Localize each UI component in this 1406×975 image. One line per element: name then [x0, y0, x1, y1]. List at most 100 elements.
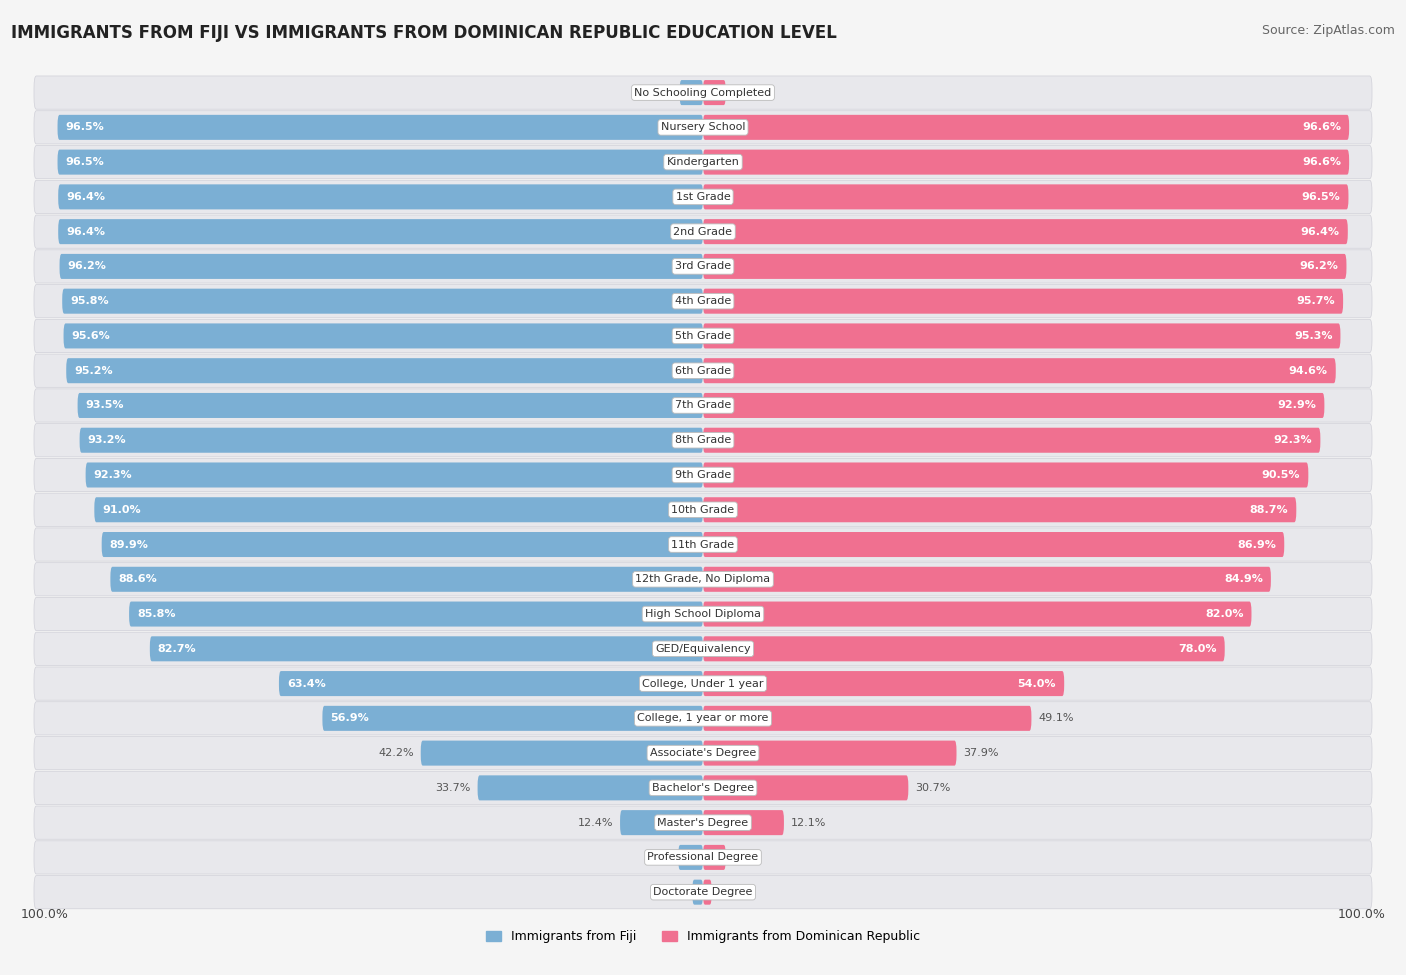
- FancyBboxPatch shape: [703, 810, 785, 836]
- FancyBboxPatch shape: [58, 149, 703, 175]
- FancyBboxPatch shape: [63, 324, 703, 348]
- FancyBboxPatch shape: [58, 115, 703, 139]
- FancyBboxPatch shape: [34, 527, 1372, 562]
- Text: 96.4%: 96.4%: [66, 226, 105, 237]
- Text: No Schooling Completed: No Schooling Completed: [634, 88, 772, 98]
- FancyBboxPatch shape: [678, 845, 703, 870]
- FancyBboxPatch shape: [34, 632, 1372, 665]
- FancyBboxPatch shape: [278, 671, 703, 696]
- Text: 2nd Grade: 2nd Grade: [673, 226, 733, 237]
- Text: 49.1%: 49.1%: [1038, 714, 1074, 723]
- Text: Master's Degree: Master's Degree: [658, 818, 748, 828]
- Text: 96.4%: 96.4%: [1301, 226, 1340, 237]
- FancyBboxPatch shape: [703, 393, 1324, 418]
- Text: 86.9%: 86.9%: [1237, 539, 1277, 550]
- Text: Nursery School: Nursery School: [661, 122, 745, 133]
- FancyBboxPatch shape: [34, 285, 1372, 318]
- FancyBboxPatch shape: [703, 80, 725, 105]
- FancyBboxPatch shape: [34, 111, 1372, 144]
- Text: 96.4%: 96.4%: [66, 192, 105, 202]
- FancyBboxPatch shape: [58, 184, 703, 210]
- Text: Kindergarten: Kindergarten: [666, 157, 740, 167]
- FancyBboxPatch shape: [34, 736, 1372, 769]
- Text: 9th Grade: 9th Grade: [675, 470, 731, 480]
- Text: 85.8%: 85.8%: [138, 609, 176, 619]
- FancyBboxPatch shape: [703, 637, 1225, 661]
- Text: Doctorate Degree: Doctorate Degree: [654, 887, 752, 897]
- Text: 96.2%: 96.2%: [1299, 261, 1339, 271]
- FancyBboxPatch shape: [322, 706, 703, 731]
- Text: College, Under 1 year: College, Under 1 year: [643, 679, 763, 688]
- Text: 3rd Grade: 3rd Grade: [675, 261, 731, 271]
- FancyBboxPatch shape: [101, 532, 703, 557]
- FancyBboxPatch shape: [34, 840, 1372, 874]
- FancyBboxPatch shape: [66, 358, 703, 383]
- Text: 12.1%: 12.1%: [790, 818, 825, 828]
- Text: 91.0%: 91.0%: [103, 505, 141, 515]
- FancyBboxPatch shape: [34, 423, 1372, 457]
- FancyBboxPatch shape: [703, 289, 1343, 314]
- FancyBboxPatch shape: [703, 358, 1336, 383]
- FancyBboxPatch shape: [34, 563, 1372, 596]
- FancyBboxPatch shape: [62, 289, 703, 314]
- Text: Associate's Degree: Associate's Degree: [650, 748, 756, 759]
- Text: 33.7%: 33.7%: [436, 783, 471, 793]
- Text: 93.2%: 93.2%: [87, 435, 127, 446]
- Text: Professional Degree: Professional Degree: [647, 852, 759, 863]
- FancyBboxPatch shape: [703, 706, 1032, 731]
- Text: 4th Grade: 4th Grade: [675, 296, 731, 306]
- Text: 88.6%: 88.6%: [118, 574, 157, 584]
- Text: 12.4%: 12.4%: [578, 818, 613, 828]
- FancyBboxPatch shape: [34, 250, 1372, 283]
- Text: 84.9%: 84.9%: [1225, 574, 1263, 584]
- FancyBboxPatch shape: [34, 354, 1372, 387]
- Text: IMMIGRANTS FROM FIJI VS IMMIGRANTS FROM DOMINICAN REPUBLIC EDUCATION LEVEL: IMMIGRANTS FROM FIJI VS IMMIGRANTS FROM …: [11, 24, 837, 42]
- FancyBboxPatch shape: [703, 149, 1350, 175]
- FancyBboxPatch shape: [703, 879, 711, 905]
- Text: 93.5%: 93.5%: [86, 401, 124, 410]
- FancyBboxPatch shape: [34, 702, 1372, 735]
- Text: 100.0%: 100.0%: [1337, 909, 1385, 921]
- FancyBboxPatch shape: [34, 876, 1372, 909]
- Text: 1.3%: 1.3%: [718, 887, 747, 897]
- FancyBboxPatch shape: [34, 493, 1372, 526]
- Text: 96.2%: 96.2%: [67, 261, 107, 271]
- Text: 96.5%: 96.5%: [66, 157, 104, 167]
- FancyBboxPatch shape: [703, 428, 1320, 452]
- Text: Bachelor's Degree: Bachelor's Degree: [652, 783, 754, 793]
- Text: 92.3%: 92.3%: [1274, 435, 1312, 446]
- Text: 95.6%: 95.6%: [72, 331, 110, 341]
- FancyBboxPatch shape: [34, 145, 1372, 178]
- FancyBboxPatch shape: [703, 741, 956, 765]
- FancyBboxPatch shape: [34, 806, 1372, 839]
- Text: High School Diploma: High School Diploma: [645, 609, 761, 619]
- Text: College, 1 year or more: College, 1 year or more: [637, 714, 769, 723]
- FancyBboxPatch shape: [34, 458, 1372, 491]
- FancyBboxPatch shape: [679, 80, 703, 105]
- FancyBboxPatch shape: [478, 775, 703, 800]
- FancyBboxPatch shape: [703, 219, 1348, 244]
- Text: 1.6%: 1.6%: [658, 887, 686, 897]
- Text: 95.8%: 95.8%: [70, 296, 108, 306]
- FancyBboxPatch shape: [77, 393, 703, 418]
- FancyBboxPatch shape: [620, 810, 703, 836]
- Text: 96.5%: 96.5%: [66, 122, 104, 133]
- FancyBboxPatch shape: [111, 566, 703, 592]
- FancyBboxPatch shape: [58, 219, 703, 244]
- FancyBboxPatch shape: [420, 741, 703, 765]
- Text: 37.9%: 37.9%: [963, 748, 998, 759]
- Text: 82.7%: 82.7%: [157, 644, 197, 654]
- Text: Source: ZipAtlas.com: Source: ZipAtlas.com: [1261, 24, 1395, 37]
- Text: 3.4%: 3.4%: [733, 852, 761, 863]
- FancyBboxPatch shape: [80, 428, 703, 452]
- Text: 8th Grade: 8th Grade: [675, 435, 731, 446]
- Text: 42.2%: 42.2%: [378, 748, 413, 759]
- FancyBboxPatch shape: [34, 389, 1372, 422]
- FancyBboxPatch shape: [34, 598, 1372, 631]
- Text: 95.7%: 95.7%: [1296, 296, 1336, 306]
- Text: 92.9%: 92.9%: [1278, 401, 1316, 410]
- FancyBboxPatch shape: [59, 254, 703, 279]
- FancyBboxPatch shape: [34, 76, 1372, 109]
- Text: 95.3%: 95.3%: [1294, 331, 1333, 341]
- Text: 100.0%: 100.0%: [21, 909, 69, 921]
